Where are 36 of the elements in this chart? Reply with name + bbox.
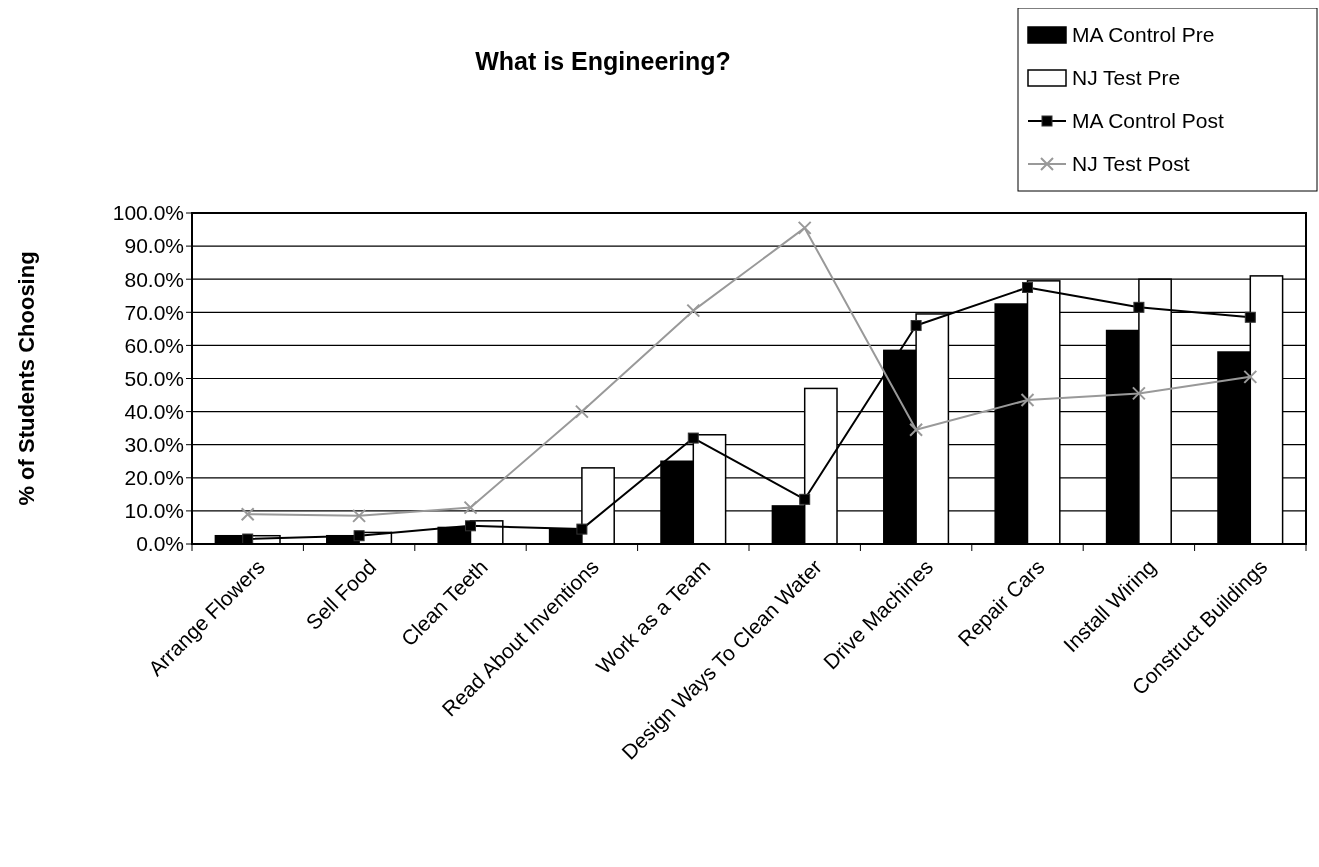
point [1131, 386, 1146, 401]
y-tick-label: 30.0% [124, 433, 184, 457]
point [1243, 369, 1258, 384]
point [576, 523, 588, 535]
y-tick-label: 0.0% [136, 532, 184, 556]
point [909, 422, 924, 437]
point [240, 507, 255, 522]
y-tick-label: 60.0% [124, 333, 184, 357]
legend-label: MA Control Pre [1072, 23, 1215, 47]
y-tick-label: 40.0% [124, 399, 184, 423]
point [352, 508, 367, 523]
y-tick-label: 10.0% [124, 499, 184, 523]
point [687, 432, 699, 444]
point [353, 530, 365, 542]
y-tick-label: 20.0% [124, 466, 184, 490]
point [574, 404, 589, 419]
y-tick-label: 70.0% [124, 300, 184, 324]
point [1022, 281, 1033, 293]
y-tick-label: 50.0% [124, 366, 184, 390]
chart-title: What is Engineering? [475, 47, 731, 75]
y-tick-label: 90.0% [124, 234, 184, 258]
point [463, 500, 478, 515]
legend-label: MA Control Post [1072, 109, 1224, 133]
point [1020, 393, 1035, 408]
y-tick-label: 100.0% [112, 201, 184, 225]
legend-label: NJ Test Pre [1072, 66, 1181, 90]
point [686, 303, 701, 318]
point [465, 520, 476, 532]
point [1133, 301, 1145, 313]
point [1244, 311, 1256, 323]
y-axis-title: % of Students Choosing [14, 251, 39, 506]
point [910, 320, 922, 332]
point [799, 493, 811, 505]
point [797, 220, 812, 235]
legend-label: NJ Test Post [1072, 152, 1190, 176]
y-tick-label: 80.0% [124, 267, 184, 291]
